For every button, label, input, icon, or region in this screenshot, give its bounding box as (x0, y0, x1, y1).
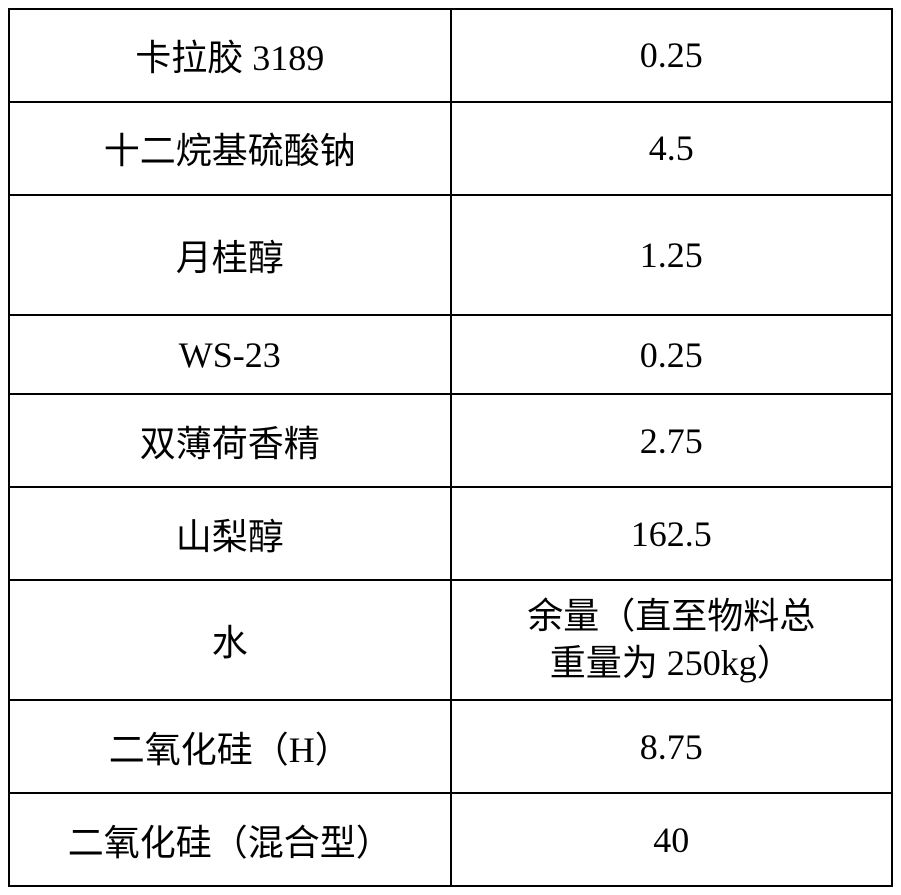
ingredient-name-cell: 十二烷基硫酸钠 (9, 102, 451, 195)
ingredient-value-cell: 0.25 (451, 315, 893, 395)
ingredient-value-cell: 余量（直至物料总重量为 250kg） (451, 580, 893, 700)
ingredient-name-cell: WS-23 (9, 315, 451, 395)
table-row: 月桂醇 1.25 (9, 195, 892, 315)
ingredient-value-cell: 1.25 (451, 195, 893, 315)
ingredient-name-cell: 水 (9, 580, 451, 700)
table-row: 二氧化硅（混合型） 40 (9, 793, 892, 886)
ingredient-value-cell: 0.25 (451, 9, 893, 102)
ingredient-value-cell: 8.75 (451, 700, 893, 793)
ingredient-name-cell: 卡拉胶 3189 (9, 9, 451, 102)
ingredients-table: 卡拉胶 3189 0.25 十二烷基硫酸钠 4.5 月桂醇 1.25 WS-23… (8, 8, 893, 887)
ingredient-value-cell: 40 (451, 793, 893, 886)
table-row: 双薄荷香精 2.75 (9, 394, 892, 487)
ingredient-name-cell: 月桂醇 (9, 195, 451, 315)
ingredient-value-cell: 2.75 (451, 394, 893, 487)
ingredient-name-cell: 二氧化硅（混合型） (9, 793, 451, 886)
table-row: 水 余量（直至物料总重量为 250kg） (9, 580, 892, 700)
table-row: 山梨醇 162.5 (9, 487, 892, 580)
ingredient-name-cell: 山梨醇 (9, 487, 451, 580)
table-row: 卡拉胶 3189 0.25 (9, 9, 892, 102)
ingredient-name-cell: 双薄荷香精 (9, 394, 451, 487)
ingredient-name-cell: 二氧化硅（H） (9, 700, 451, 793)
ingredient-value-cell: 4.5 (451, 102, 893, 195)
table-row: 二氧化硅（H） 8.75 (9, 700, 892, 793)
table-row: 十二烷基硫酸钠 4.5 (9, 102, 892, 195)
table-row: WS-23 0.25 (9, 315, 892, 395)
ingredient-value-cell: 162.5 (451, 487, 893, 580)
